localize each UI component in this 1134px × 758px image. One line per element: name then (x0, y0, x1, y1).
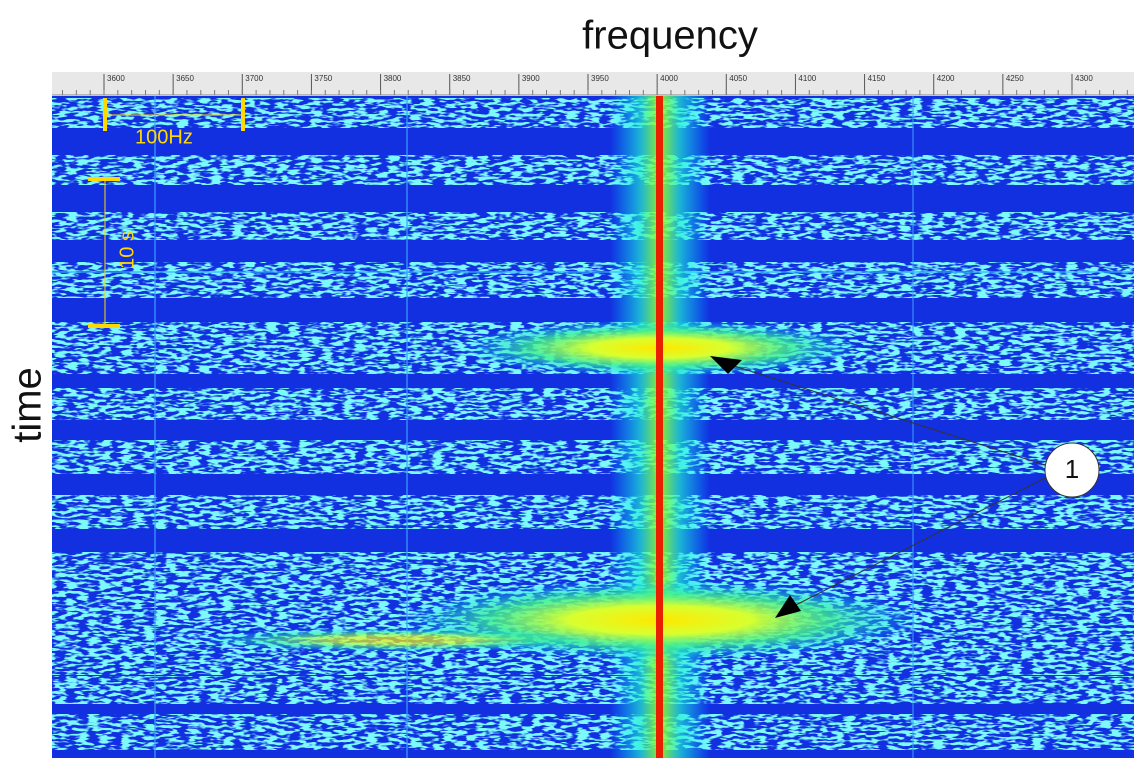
frequency-scale-label: 100Hz (135, 126, 193, 148)
axis-label: time (6, 367, 50, 443)
time-scale-label: 10 s (116, 231, 138, 269)
callout-line (727, 363, 1046, 466)
arrowhead (775, 595, 801, 618)
ruler-tick-label: 3850 (453, 74, 471, 83)
ruler-tick-label: 3900 (522, 74, 540, 83)
ruler (52, 72, 1134, 95)
ruler-tick-label: 4250 (1006, 74, 1024, 83)
burst-tail (200, 628, 600, 652)
ruler-tick-label: 3800 (384, 74, 402, 83)
ruler-tick-label: 4100 (798, 74, 816, 83)
band (52, 98, 1134, 128)
ruler-tick-label: 3750 (314, 74, 332, 83)
band (52, 440, 1134, 474)
arrowhead (710, 356, 742, 374)
noise-bands (52, 98, 1134, 750)
ruler-ticks: 3600 3650 3700 3750 3800 3850 3900 3950 4000 4050… (62, 74, 1128, 95)
ruler-tick-label: 4050 (729, 74, 747, 83)
ruler-tick-label: 4150 (868, 74, 886, 83)
scale-bars: 100Hz 10 s (88, 98, 245, 328)
ruler-tick-label: 4000 (660, 74, 678, 83)
callout-line (789, 477, 1046, 609)
ruler-tick-label: 3950 (591, 74, 609, 83)
carrier (656, 96, 663, 758)
ruler-tick-label: 3700 (245, 74, 263, 83)
band (52, 262, 1134, 298)
band (52, 714, 1134, 750)
ruler-tick-label: 3600 (107, 74, 125, 83)
ruler-tick-label: 4200 (937, 74, 955, 83)
spectrogram (52, 96, 1134, 758)
ruler-tick-label: 3650 (176, 74, 194, 83)
band (52, 212, 1134, 240)
band (52, 388, 1134, 420)
band (52, 552, 1134, 586)
band (52, 495, 1134, 529)
ruler-tick-label: 4300 (1075, 74, 1093, 83)
title: frequency (582, 14, 758, 58)
callout-label: 1 (1065, 454, 1079, 484)
callout-circle (1044, 442, 1100, 498)
band (52, 155, 1134, 185)
callout: 1 (710, 356, 1100, 618)
band (52, 676, 1134, 704)
